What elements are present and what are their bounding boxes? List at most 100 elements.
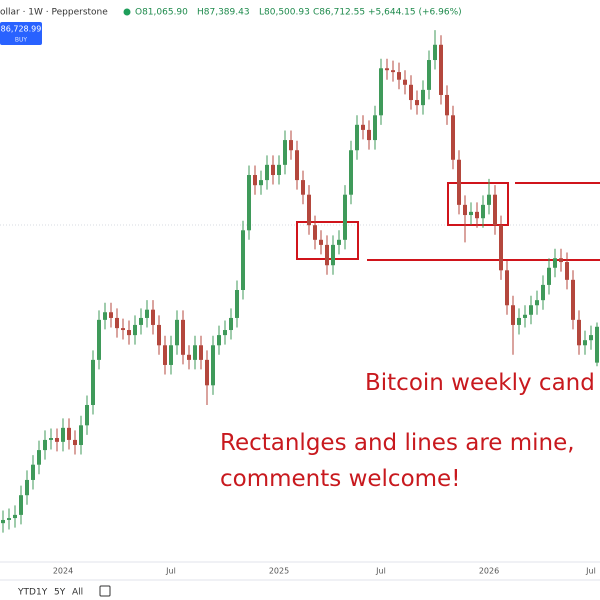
- candle-body: [85, 404, 89, 426]
- calendar-icon[interactable]: [99, 585, 111, 597]
- x-tick-label: Jul: [165, 567, 176, 576]
- candle-body: [37, 450, 41, 465]
- candle-body: [451, 115, 455, 160]
- candle-body: [1, 519, 5, 524]
- candle-body: [493, 194, 497, 226]
- candle-body: [325, 244, 329, 266]
- candle-body: [421, 89, 425, 106]
- candle-body: [367, 129, 371, 141]
- candle-body: [145, 309, 149, 318]
- candle-body: [343, 194, 347, 240]
- annotation: Rectanlges and lines are mine,: [220, 430, 575, 456]
- candle-body: [475, 211, 479, 219]
- range-button[interactable]: 5Y: [54, 588, 66, 598]
- candle-body: [151, 309, 155, 325]
- candle-body: [517, 317, 521, 325]
- candle-body: [295, 150, 299, 181]
- candle-body: [589, 335, 593, 341]
- range-button[interactable]: 1Y: [36, 588, 48, 598]
- price-tag-value[interactable]: 86,728.99: [1, 25, 42, 34]
- candle-body: [205, 359, 209, 386]
- candle-body: [535, 300, 539, 306]
- candle-body: [481, 204, 485, 219]
- candle-body: [565, 262, 569, 280]
- candle-body: [355, 124, 359, 151]
- candle-body: [289, 140, 293, 151]
- candle-body: [301, 180, 305, 195]
- candle-body: [469, 211, 473, 216]
- candle-body: [235, 290, 239, 318]
- candle-body: [211, 345, 215, 386]
- candle-body: [115, 317, 119, 329]
- candle-body: [139, 317, 143, 325]
- range-button[interactable]: YTD: [17, 588, 36, 598]
- candle-body: [487, 194, 491, 205]
- annotation: comments welcome!: [220, 466, 460, 492]
- drawn-rectangle: [447, 182, 509, 226]
- candle-body: [181, 319, 185, 355]
- open: O81,065.90: [135, 8, 188, 18]
- candle-body: [427, 60, 431, 90]
- candle-body: [373, 115, 377, 141]
- candle-body: [331, 244, 335, 266]
- candle-body: [277, 164, 281, 176]
- candle-body: [121, 328, 125, 331]
- candle-body: [409, 84, 413, 101]
- candle-body: [13, 514, 17, 519]
- candle-body: [415, 100, 419, 106]
- x-tick-label: 2024: [53, 567, 73, 576]
- candle-body: [163, 345, 167, 365]
- candle-body: [397, 72, 401, 80]
- candle-body: [175, 319, 179, 346]
- candle-body: [223, 330, 227, 336]
- candle-body: [439, 44, 443, 95]
- candle-body: [97, 319, 101, 360]
- candle-body: [7, 518, 11, 520]
- candle-body: [73, 439, 77, 446]
- candle-body: [91, 359, 95, 405]
- candle-body: [253, 175, 257, 186]
- candle-body: [55, 438, 59, 442]
- candle-body: [31, 464, 35, 480]
- candle-body: [43, 439, 47, 451]
- candle-body: [313, 225, 317, 240]
- candle-body: [217, 335, 221, 346]
- candle-body: [391, 70, 395, 73]
- candle-body: [547, 267, 551, 285]
- candle-body: [337, 239, 341, 245]
- symbol: ollar · 1W · Pepperstone: [0, 8, 108, 18]
- candle-body: [61, 427, 65, 442]
- candle-body: [403, 79, 407, 85]
- candle-body: [157, 324, 161, 346]
- price-tag[interactable]: [0, 22, 42, 45]
- candle-body: [463, 204, 467, 216]
- candle-body: [319, 239, 323, 245]
- candle-body: [595, 326, 599, 363]
- x-tick-label: Jul: [375, 567, 386, 576]
- buy-label[interactable]: BUY: [15, 37, 28, 44]
- candle-body: [433, 44, 437, 61]
- candle-body: [127, 330, 131, 336]
- candle-body: [445, 94, 449, 116]
- high: H87,389.43: [197, 8, 250, 18]
- candle-body: [577, 319, 581, 346]
- candle-body: [559, 258, 563, 263]
- candle-body: [523, 314, 527, 318]
- candle-body: [511, 305, 515, 325]
- candle-body: [385, 68, 389, 71]
- annotation: Bitcoin weekly cand: [365, 370, 595, 396]
- candle-body: [103, 312, 107, 320]
- candle-body: [193, 345, 197, 360]
- candle-body: [541, 284, 545, 301]
- candle-body: [19, 495, 23, 515]
- candle-body: [187, 354, 191, 360]
- change: +5,644.15 (+6.96%): [368, 8, 462, 18]
- candle-body: [109, 312, 113, 318]
- candle-body: [361, 124, 365, 130]
- candle-body: [571, 279, 575, 320]
- x-tick-label: Jul: [585, 567, 596, 576]
- range-button[interactable]: All: [72, 588, 83, 598]
- candle-body: [553, 258, 557, 268]
- candle-body: [499, 225, 503, 271]
